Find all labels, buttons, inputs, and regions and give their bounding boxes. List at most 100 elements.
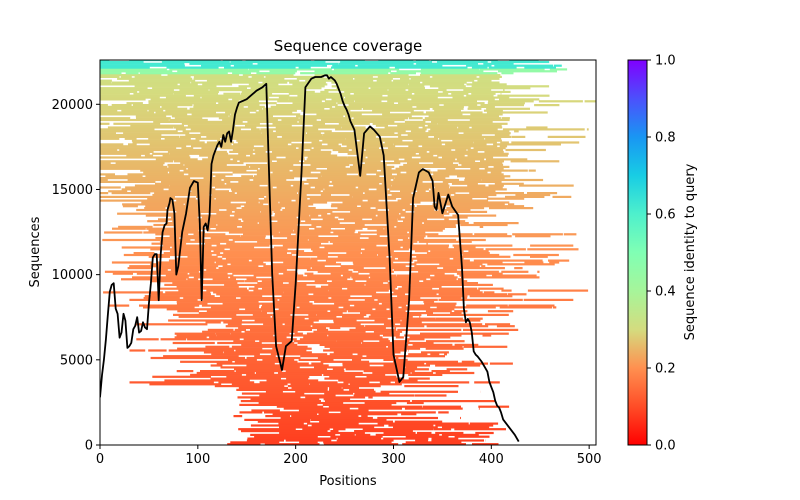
coverage-segment [133,92,174,95]
coverage-segment [464,177,505,180]
coverage-segment [494,64,554,67]
coverage-segment [100,128,155,131]
coverage-segment [129,349,146,352]
coverage-segment [174,257,223,260]
coverage-segment [139,72,228,75]
coverage-segment [187,278,199,281]
coverage-segment [333,428,346,431]
coverage-segment [410,111,424,114]
y-tick-label: 20000 [52,98,93,113]
coverage-segment [159,240,235,243]
coverage-segment [387,100,477,103]
coverage-segment [216,253,292,257]
coverage-segment [330,212,400,215]
coverage-segment [152,193,210,197]
coverage-segment [330,272,359,275]
coverage-segment [324,345,387,348]
colorbar-axis: 0.0 0.2 0.4 0.6 0.8 1.0 [647,54,676,454]
coverage-segment [244,205,309,208]
coverage-segment [393,79,475,82]
coverage-segment [469,118,510,122]
coverage-segment [411,248,461,251]
coverage-segment [358,186,433,189]
coverage-segment [484,167,504,170]
coverage-segment [308,313,317,316]
coverage-segment [278,422,304,425]
coverage-segment [321,118,405,122]
coverage-segment [368,315,413,318]
coverage-segment [396,225,456,228]
coverage-segment [468,250,489,253]
coverage-segment [311,223,365,227]
coverage-segment [135,115,167,118]
coverage-segment [270,353,328,356]
coverage-segment [451,92,469,95]
coverage-segment [427,124,502,127]
coverage-segment [431,120,493,123]
coverage-segment [207,225,238,228]
coverage-segment [263,323,283,326]
coverage-segment [232,148,254,152]
coverage-segment [331,180,423,183]
coverage-segment [370,87,425,90]
coverage-segment [100,156,191,159]
coverage-segment [102,238,191,242]
coverage-segment [460,416,461,420]
coverage-segment [217,341,262,345]
coverage-segment [189,107,263,110]
coverage-segment [469,295,513,298]
coverage-segment [228,231,279,234]
coverage-segment [269,70,297,73]
coverage-segment [427,235,512,238]
coverage-segment [485,137,502,140]
coverage-segment [482,334,492,337]
coverage-segment [148,102,216,105]
coverage-segment [414,261,503,264]
coverage-segment [176,334,217,337]
coverage-segment [100,145,187,148]
coverage-segment [415,60,429,62]
coverage-segment [312,325,365,328]
coverage-segment [238,180,330,183]
coverage-segment [466,64,492,67]
coverage-segment [434,109,461,112]
coverage-segment [333,231,355,234]
coverage-segment [100,94,186,97]
coverage-segment [207,328,234,331]
coverage-segment [395,381,470,384]
coverage-segment [434,135,512,138]
coverage-segment [322,139,357,142]
coverage-segment [250,87,322,90]
coverage-segment [232,137,269,140]
coverage-segment [115,162,165,165]
coverage-segment [309,383,349,386]
coverage-segment [230,113,301,116]
coverage-segment [136,208,220,212]
coverage-segment [250,165,346,168]
coverage-segment [354,77,393,80]
coverage-segment [283,291,377,294]
coverage-segment [437,60,488,64]
coverage-segment [193,276,229,279]
coverage-segment [276,405,324,408]
coverage-segment [314,186,356,189]
coverage-segment [215,227,309,230]
coverage-segment [161,105,178,108]
coverage-segment [537,270,540,273]
coverage-segment [471,85,550,88]
coverage-segment [418,152,509,155]
coverage-segment [171,115,229,118]
coverage-segment [486,107,530,110]
coverage-segment [205,345,230,348]
coverage-segment [225,111,250,114]
coverage-segment [191,113,231,116]
coverage-segment [335,105,413,108]
coverage-segment [100,162,111,165]
coverage-segment [376,233,439,236]
coverage-segment [398,102,485,105]
coverage-segment [250,398,320,401]
coverage-segment [327,75,373,78]
coverage-segment [283,261,336,264]
coverage-segment [237,396,301,399]
coverage-segment [322,133,402,137]
